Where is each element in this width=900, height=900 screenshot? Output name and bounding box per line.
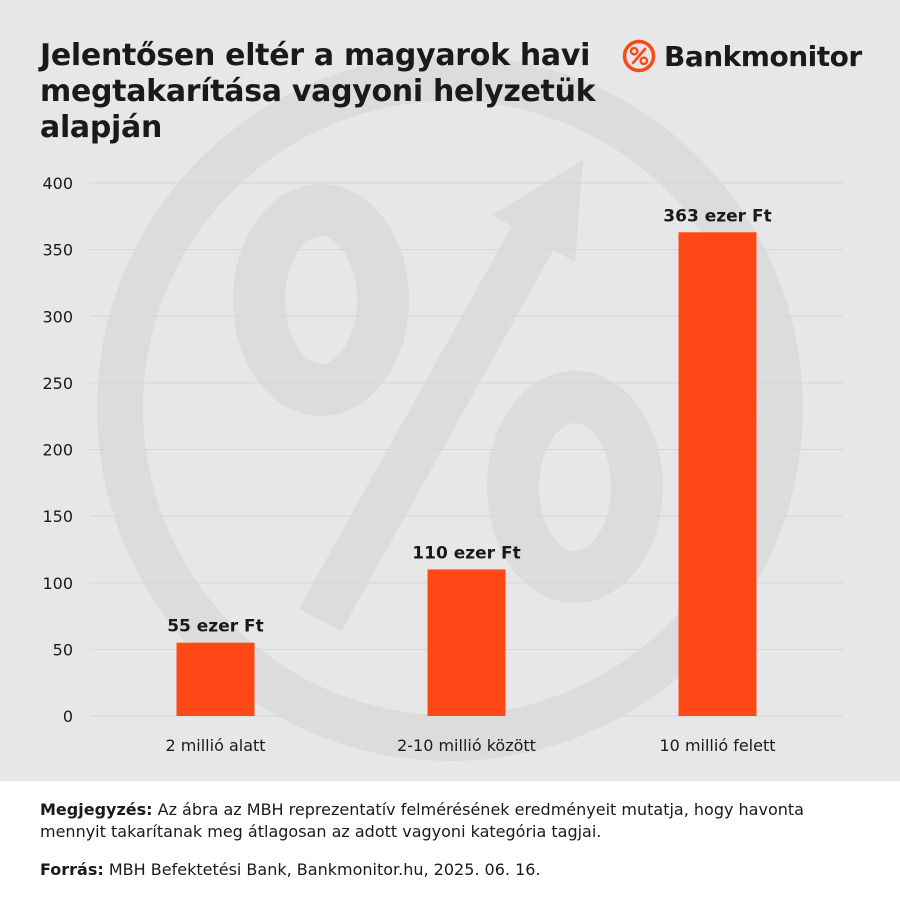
percent-circle-icon (622, 39, 656, 73)
bar-data-label: 363 ezer Ft (663, 206, 771, 226)
chart-title: Jelentősen eltér a magyarok havi megtaka… (40, 38, 596, 145)
y-tick-label: 0 (63, 707, 73, 726)
y-axis-ticks: 0 50 100 150 200 250 300 350 400 (42, 174, 73, 726)
bar (427, 569, 506, 716)
note-text: Az ábra az MBH reprezentatív felméréséne… (40, 800, 804, 841)
bar-data-label: 55 ezer Ft (167, 617, 264, 637)
source-label: Forrás: (40, 860, 104, 879)
note-label: Megjegyzés: (40, 800, 153, 819)
y-tick-label: 300 (42, 307, 73, 326)
bar (678, 232, 757, 717)
x-tick-label: 2 millió alatt (165, 736, 265, 755)
bar-data-label: 110 ezer Ft (412, 543, 520, 563)
source-block: Forrás: MBH Befektetési Bank, Bankmonito… (40, 859, 541, 881)
chart-panel: Jelentősen eltér a magyarok havi megtaka… (0, 0, 900, 781)
y-tick-label: 400 (42, 174, 73, 193)
bar-chart: 0 50 100 150 200 250 300 350 400 55 ezer Ft 110 e… (42, 174, 843, 755)
y-tick-label: 250 (42, 374, 73, 393)
y-tick-label: 150 (42, 507, 73, 526)
x-axis-ticks: 2 millió alatt 2-10 millió között 10 milli… (165, 736, 775, 755)
note-block: Megjegyzés: Az ábra az MBH reprezentatív… (40, 799, 860, 843)
source-text: MBH Befektetési Bank, Bankmonitor.hu, 20… (103, 860, 541, 879)
x-tick-label: 10 millió felett (660, 736, 776, 755)
footer: Megjegyzés: Az ábra az MBH reprezentatív… (0, 781, 900, 900)
brand-name: Bankmonitor (664, 39, 862, 73)
y-tick-label: 50 (53, 640, 73, 659)
x-tick-label: 2-10 millió között (397, 736, 536, 755)
y-tick-label: 350 (42, 241, 73, 260)
bars (176, 232, 757, 717)
data-labels: 55 ezer Ft 110 ezer Ft 363 ezer Ft (167, 206, 771, 636)
bar (176, 642, 255, 716)
y-tick-label: 100 (42, 574, 73, 593)
brand-logo: Bankmonitor (622, 36, 862, 76)
y-tick-label: 200 (42, 441, 73, 460)
percent-watermark-icon (97, 55, 803, 761)
